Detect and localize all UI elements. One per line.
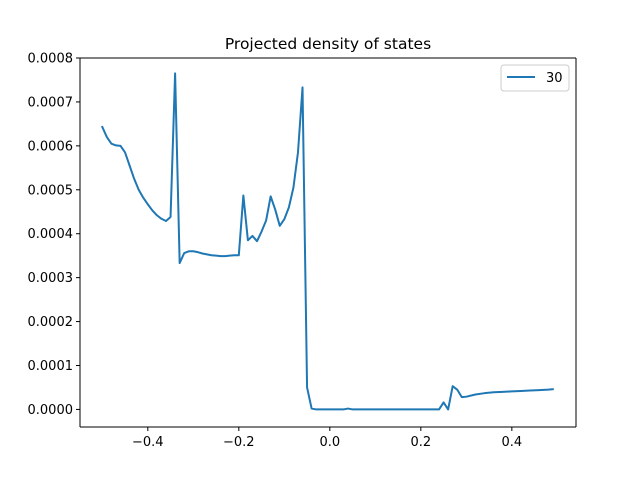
y-tick-label: 0.0008 — [28, 52, 74, 67]
y-tick-label: 0.0007 — [28, 95, 74, 110]
legend: 30 — [500, 64, 570, 92]
series-layer — [100, 72, 554, 411]
y-axis: 0.0000 0.0001 0.0002 0.0003 0.0004 0.0005 0.00… — [28, 52, 80, 418]
legend-label: 30 — [546, 71, 563, 86]
y-tick-label: 0.0001 — [28, 359, 74, 374]
chart-title: Projected density of states — [225, 35, 431, 53]
y-tick-label: 0.0005 — [28, 183, 74, 198]
x-tick-label: 0.0 — [319, 435, 340, 450]
x-tick-label: 0.2 — [410, 435, 431, 450]
x-tick-label: −0.2 — [223, 435, 255, 450]
x-axis: −0.4 −0.2 0.0 0.2 0.4 — [132, 427, 522, 450]
y-tick-label: 0.0000 — [28, 403, 74, 418]
x-tick-label: −0.4 — [132, 435, 164, 450]
x-tick-label: 0.4 — [501, 435, 522, 450]
series-line-30 — [100, 72, 554, 411]
y-tick-label: 0.0004 — [28, 227, 74, 242]
axes-frame — [79, 57, 577, 428]
y-tick-label: 0.0003 — [28, 271, 74, 286]
y-tick-label: 0.0002 — [28, 315, 74, 330]
y-tick-label: 0.0006 — [28, 139, 74, 154]
plot-area — [80, 58, 576, 427]
